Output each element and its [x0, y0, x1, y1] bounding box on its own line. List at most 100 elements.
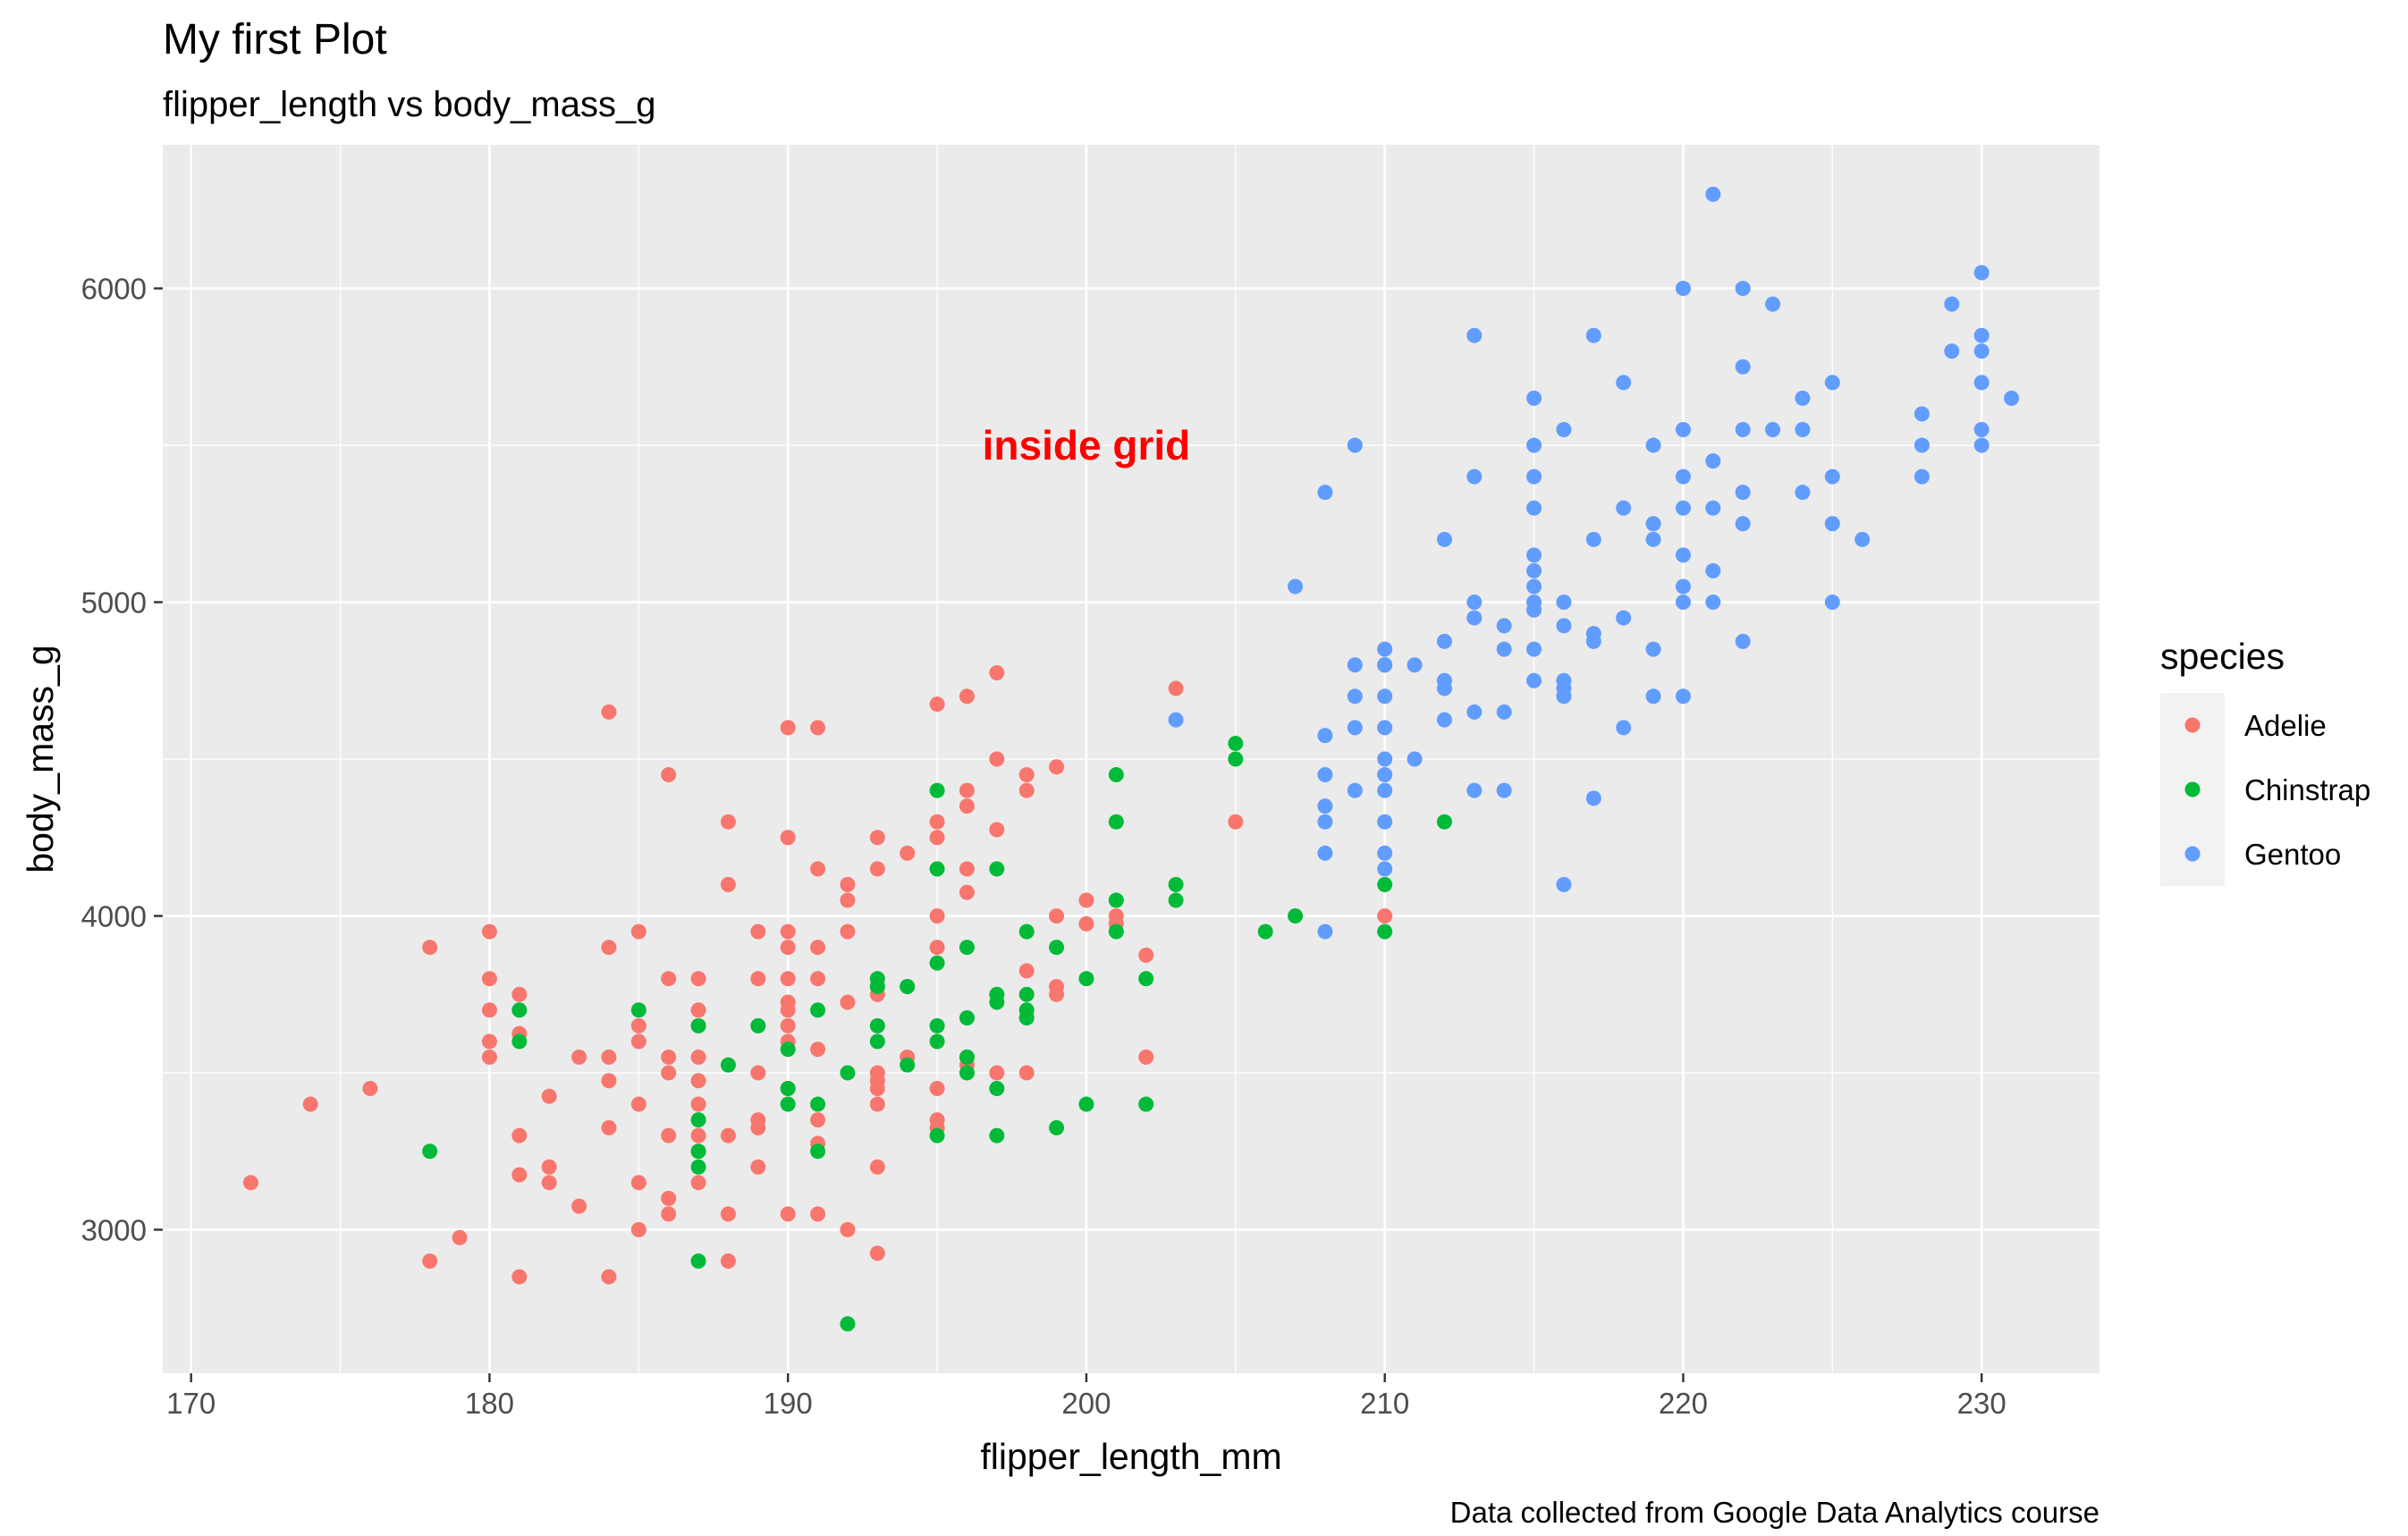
data-point-chinstrap [1108, 814, 1124, 830]
data-point-adelie [422, 940, 438, 956]
data-point-gentoo [1526, 602, 1542, 618]
data-point-gentoo [1705, 562, 1721, 578]
data-point-adelie [959, 861, 975, 877]
data-point-adelie [690, 971, 706, 987]
legend-label-adelie: Adelie [2244, 709, 2327, 742]
data-point-adelie [959, 884, 975, 900]
data-point-adelie [989, 822, 1005, 838]
data-point-chinstrap [1138, 1096, 1154, 1112]
data-point-gentoo [1735, 516, 1751, 532]
data-point-gentoo [1705, 453, 1721, 469]
data-point-chinstrap [869, 1017, 885, 1034]
data-point-gentoo [1556, 595, 1572, 611]
data-point-adelie [511, 1269, 528, 1285]
data-point-adelie [601, 1049, 617, 1065]
data-point-gentoo [1407, 751, 1423, 767]
data-point-adelie [959, 798, 975, 814]
data-point-adelie [929, 940, 945, 956]
data-point-gentoo [1317, 728, 1333, 744]
data-point-adelie [720, 1127, 736, 1144]
data-point-adelie [690, 1127, 706, 1144]
data-point-adelie [810, 940, 826, 956]
data-point-gentoo [1645, 437, 1661, 453]
data-point-gentoo [1735, 421, 1751, 437]
data-point-adelie [630, 1221, 646, 1237]
data-point-adelie [989, 751, 1005, 767]
data-point-adelie [989, 1065, 1005, 1081]
data-point-adelie [869, 861, 885, 877]
data-point-chinstrap [511, 1002, 528, 1018]
data-point-adelie [302, 1096, 318, 1112]
legend-label-chinstrap: Chinstrap [2244, 773, 2370, 806]
legend-swatch-gentoo [2184, 846, 2201, 862]
plot-subtitle: flipper_length vs body_mass_g [163, 85, 655, 124]
plot-title: My first Plot [163, 16, 387, 63]
data-point-adelie [481, 924, 497, 940]
data-point-adelie [1138, 947, 1154, 963]
data-point-adelie [780, 971, 796, 987]
data-point-gentoo [1466, 782, 1483, 798]
data-point-adelie [690, 1049, 706, 1065]
data-point-gentoo [1317, 798, 1333, 814]
legend-keys: Adelie Chinstrap Gentoo [2160, 693, 2370, 886]
data-point-gentoo [1377, 861, 1393, 877]
data-point-gentoo [1347, 782, 1363, 798]
data-point-chinstrap [929, 1127, 945, 1144]
data-point-gentoo [1973, 327, 1990, 343]
data-point-gentoo [1973, 265, 1990, 281]
data-point-gentoo [1377, 641, 1393, 657]
legend: species Adelie Chinstrap Gentoo [2160, 636, 2370, 886]
data-point-gentoo [1496, 641, 1512, 657]
data-point-gentoo [1436, 680, 1452, 696]
y-tick-label: 4000 [81, 899, 147, 933]
data-point-chinstrap [1257, 924, 1273, 940]
plot-caption: Data collected from Google Data Analytic… [1450, 1496, 2100, 1529]
data-point-gentoo [1526, 547, 1542, 563]
data-point-chinstrap [959, 1010, 975, 1026]
data-point-chinstrap [780, 1042, 796, 1058]
data-point-gentoo [1436, 633, 1452, 649]
data-point-adelie [661, 1065, 677, 1081]
data-point-adelie [780, 924, 796, 940]
data-point-adelie [571, 1198, 587, 1214]
data-point-chinstrap [989, 1081, 1005, 1097]
data-point-adelie [1018, 767, 1035, 783]
data-point-gentoo [1973, 421, 1990, 437]
data-point-gentoo [1526, 562, 1542, 578]
data-point-gentoo [1675, 547, 1691, 563]
data-point-gentoo [1735, 633, 1751, 649]
data-point-gentoo [1944, 296, 1960, 312]
data-point-chinstrap [1018, 986, 1035, 1002]
data-point-gentoo [1824, 375, 1840, 391]
data-point-gentoo [1675, 281, 1691, 297]
data-point-chinstrap [900, 978, 916, 994]
data-point-gentoo [1675, 595, 1691, 611]
data-point-adelie [511, 1167, 528, 1183]
data-point-gentoo [1526, 500, 1542, 516]
x-axis-ticks: 170 180 190 200 210 220 230 [166, 1373, 2007, 1420]
data-point-gentoo [1675, 578, 1691, 595]
data-point-adelie [541, 1088, 557, 1104]
data-point-chinstrap [1108, 892, 1124, 908]
data-point-chinstrap [750, 1017, 766, 1034]
data-point-adelie [840, 1221, 856, 1237]
data-point-adelie [1168, 680, 1184, 696]
data-point-chinstrap [989, 994, 1005, 1010]
data-point-gentoo [1466, 595, 1483, 611]
data-point-adelie [630, 1017, 646, 1034]
legend-label-gentoo: Gentoo [2244, 838, 2341, 871]
data-point-adelie [690, 1073, 706, 1089]
data-point-chinstrap [422, 1144, 438, 1160]
data-point-chinstrap [840, 1316, 856, 1332]
y-axis-title: body_mass_g [20, 645, 61, 873]
data-point-adelie [929, 814, 945, 830]
data-point-chinstrap [1377, 924, 1393, 940]
data-point-adelie [481, 1034, 497, 1050]
data-point-adelie [511, 986, 528, 1002]
data-point-adelie [1377, 907, 1393, 924]
data-point-adelie [690, 1175, 706, 1191]
data-point-gentoo [1616, 720, 1632, 736]
data-point-gentoo [1466, 610, 1483, 626]
data-point-adelie [959, 688, 975, 705]
legend-title: species [2160, 636, 2285, 677]
